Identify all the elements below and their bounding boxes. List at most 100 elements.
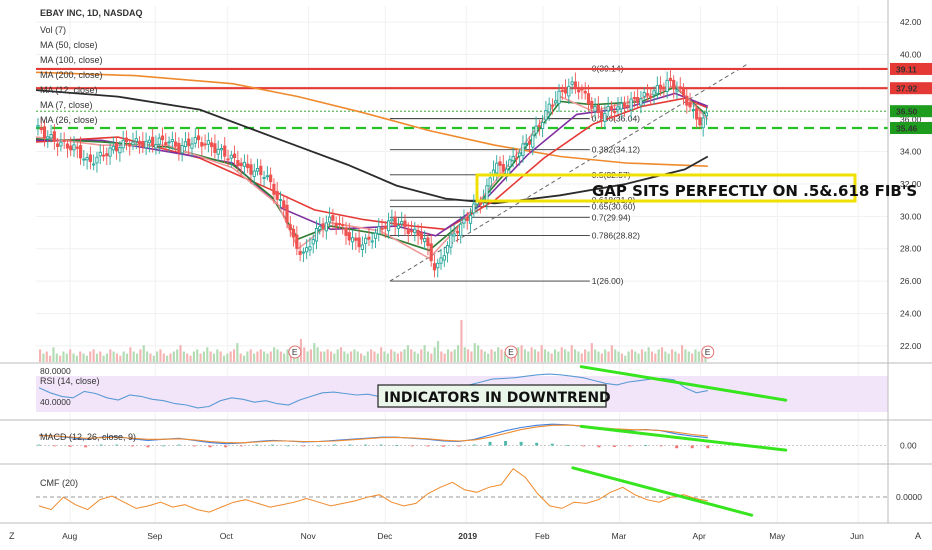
fib-label: 0.382(34.12) — [592, 145, 640, 155]
volume-bar — [433, 347, 436, 362]
candle-body — [334, 222, 338, 227]
candle-body — [527, 140, 532, 145]
volume-bar — [212, 353, 216, 362]
macd-histogram-bar — [317, 445, 321, 447]
volume-bar — [132, 351, 135, 362]
candle-body — [137, 140, 142, 145]
volume-bar — [82, 353, 85, 362]
volume-bar — [604, 349, 607, 362]
candle-body — [485, 185, 489, 202]
symbol-title: EBAY INC, 1D, NASDAQ — [40, 8, 143, 18]
candle-body — [501, 164, 505, 172]
candle-body — [242, 161, 247, 167]
volume-bar — [62, 351, 65, 362]
volume-bar — [286, 349, 289, 362]
candle-body — [108, 147, 112, 157]
candle-body — [495, 162, 499, 174]
volume-bar — [704, 355, 707, 362]
candle-body — [223, 145, 227, 157]
volume-bar — [206, 347, 209, 362]
volume-bar — [436, 341, 440, 362]
volume-bar — [610, 345, 613, 362]
volume-bar — [460, 320, 463, 362]
candle-body — [606, 105, 610, 112]
macd-histogram-bar — [286, 445, 290, 447]
macd-histogram-bar — [566, 444, 570, 446]
volume-bar — [196, 349, 199, 362]
volume-bar — [309, 349, 313, 362]
volume-bar — [503, 351, 506, 362]
auto-scale-button[interactable] — [912, 528, 926, 542]
candle-body — [449, 234, 453, 248]
candle-body — [229, 154, 233, 159]
candle-body — [577, 89, 581, 93]
volume-bar — [487, 353, 490, 362]
macd-histogram-bar — [426, 445, 430, 447]
candle-body — [219, 148, 224, 151]
candle-body — [311, 239, 315, 245]
candle-body — [187, 138, 191, 147]
candle-body — [216, 148, 220, 155]
volume-bar — [363, 355, 366, 362]
macd-histogram-bar — [457, 445, 461, 447]
macd-histogram-bar — [488, 441, 492, 446]
volume-bar — [540, 345, 543, 362]
price-tag-label: 39.11 — [896, 64, 917, 74]
indicators-annotation: INDICATORS IN DOWNTREND — [384, 390, 611, 406]
volume-bar — [587, 351, 590, 362]
rsi-tick-low: 40.0000 — [40, 397, 71, 407]
candle-body — [541, 122, 545, 130]
macd-histogram-bar — [208, 445, 212, 448]
volume-bar — [477, 345, 480, 362]
candle-body — [387, 220, 391, 232]
candle-body — [613, 110, 617, 114]
candle-body — [488, 177, 492, 187]
candle-body — [436, 262, 440, 269]
volume-bar — [329, 351, 333, 362]
candle-body — [511, 156, 515, 162]
candle-body — [688, 102, 692, 108]
candle-body — [288, 224, 292, 231]
candle-body — [662, 86, 666, 89]
candle-body — [649, 96, 653, 99]
volume-bar — [239, 353, 242, 362]
volume-bar — [232, 349, 236, 362]
time-tick: Dec — [377, 531, 393, 541]
volume-bar — [667, 353, 670, 362]
volume-bar — [467, 349, 470, 362]
volume-bar — [550, 353, 553, 362]
candle-body — [193, 137, 197, 144]
cmf-line — [38, 468, 708, 513]
volume-bar — [600, 353, 603, 362]
volume-bar — [75, 355, 78, 362]
candle-body — [121, 139, 125, 149]
candle-body — [259, 165, 263, 176]
time-tick: Mar — [612, 531, 627, 541]
candle-body — [324, 222, 328, 232]
candle-body — [472, 203, 476, 214]
candle-body — [167, 141, 171, 144]
volume-bar — [396, 353, 399, 362]
macd-histogram-bar — [706, 445, 710, 449]
volume-bar — [527, 351, 530, 362]
volume-bar — [216, 349, 219, 362]
candle-body — [295, 234, 299, 249]
volume-bar — [574, 349, 577, 362]
ma-line — [35, 97, 709, 231]
candle-body — [563, 88, 568, 94]
volume-bar — [650, 351, 654, 362]
volume-bar — [660, 347, 664, 362]
zoom-button[interactable] — [6, 528, 20, 542]
candle-body — [596, 104, 600, 114]
price-tag — [890, 105, 932, 118]
candle-body — [681, 88, 686, 96]
candle-body — [521, 143, 525, 156]
candle-body — [409, 230, 414, 233]
trendline-cmf — [571, 466, 754, 517]
candle-body — [101, 154, 106, 157]
candle-body — [285, 204, 289, 223]
macd-title: MACD (12, 26, close, 9) — [40, 432, 136, 442]
volume-bar — [339, 347, 343, 362]
time-tick: Oct — [220, 531, 234, 541]
